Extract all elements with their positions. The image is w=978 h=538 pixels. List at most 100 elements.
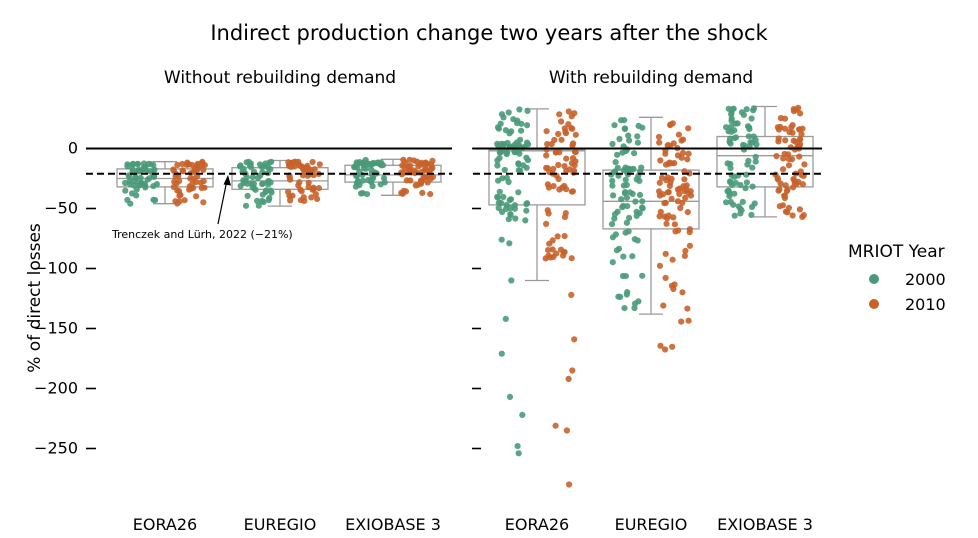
point-2000 (723, 199, 730, 206)
point-2000 (506, 240, 513, 247)
point-2010 (676, 190, 683, 198)
point-2000 (631, 236, 638, 243)
point-2000 (522, 217, 529, 224)
point-2000 (523, 139, 531, 146)
legend-marker-2010 (869, 299, 879, 309)
point-2000 (634, 139, 642, 146)
point-2000 (516, 106, 523, 113)
point-2000 (609, 182, 616, 189)
point-2010 (665, 160, 672, 167)
point-2000 (620, 253, 627, 260)
point-2010 (655, 133, 663, 140)
annotation-arrowhead (223, 175, 231, 186)
point-2010 (429, 157, 436, 164)
point-2010 (406, 156, 413, 163)
point-2000 (129, 161, 136, 168)
point-2000 (524, 122, 531, 129)
point-2010 (305, 179, 312, 186)
point-2010 (801, 161, 808, 168)
point-2000 (731, 190, 738, 197)
point-2000 (363, 191, 371, 198)
point-2010 (685, 190, 692, 197)
point-2000 (498, 199, 505, 207)
point-2010 (785, 156, 793, 163)
point-2000 (724, 160, 731, 167)
point-2010 (543, 152, 550, 159)
point-2010 (305, 165, 312, 172)
point-2000 (510, 144, 517, 151)
point-2010 (678, 154, 685, 161)
point-2010 (786, 128, 793, 136)
point-2000 (237, 162, 244, 169)
legend-label-2010: 2010 (905, 295, 946, 314)
point-2010 (681, 176, 688, 183)
point-2010 (428, 165, 435, 173)
point-2010 (545, 252, 552, 259)
point-2010 (675, 131, 683, 138)
point-2000 (727, 123, 735, 130)
point-2010 (799, 181, 807, 188)
point-2010 (680, 183, 687, 190)
point-2000 (265, 196, 272, 204)
point-2010 (556, 149, 563, 156)
panel-title-right: With rebuilding demand (549, 68, 753, 88)
point-2000 (608, 221, 616, 228)
panel-without-rebuilding: 0 −50 −100 −150 −200 −250 EORA26 EUREGIO EXIOBAS… (34, 139, 452, 534)
point-2010 (565, 108, 572, 115)
point-2010 (563, 167, 570, 174)
point-2000 (748, 115, 755, 122)
point-2010 (775, 187, 782, 194)
point-2010 (189, 180, 196, 188)
point-2010 (793, 180, 800, 188)
point-2000 (507, 211, 514, 218)
point-2000 (494, 162, 501, 169)
point-2000 (515, 161, 522, 168)
point-2000 (496, 155, 503, 162)
point-2000 (612, 231, 620, 238)
point-2000 (124, 196, 131, 204)
x-tick-label: EXIOBASE 3 (717, 515, 813, 534)
point-2010 (189, 162, 196, 169)
annotation: Trenczek and Lürh, 2022 (−21%) (111, 175, 293, 241)
point-2000 (259, 191, 266, 198)
point-2010 (174, 161, 181, 169)
point-2010 (677, 204, 684, 212)
point-2000 (128, 190, 136, 197)
point-2000 (633, 212, 640, 219)
point-2010 (669, 343, 676, 350)
point-2000 (746, 124, 753, 131)
point-2010 (782, 137, 789, 144)
point-2000 (150, 196, 157, 203)
point-2000 (517, 136, 524, 143)
point-2000 (353, 161, 360, 168)
point-2000 (146, 175, 153, 182)
point-2000 (246, 162, 253, 169)
point-2010 (797, 110, 804, 117)
point-2000 (136, 182, 143, 189)
point-2010 (562, 130, 570, 137)
point-2000 (731, 212, 738, 219)
point-2000 (512, 149, 519, 156)
point-2010 (561, 233, 568, 240)
point-2000 (727, 179, 734, 186)
box (231, 167, 329, 190)
box (488, 149, 586, 206)
point-2000 (745, 157, 752, 164)
point-2010 (187, 175, 194, 182)
point-2000 (631, 150, 638, 157)
point-2000 (614, 164, 621, 171)
point-2010 (686, 226, 694, 233)
point-2000 (249, 184, 256, 191)
point-2010 (311, 166, 318, 173)
point-2010 (429, 173, 436, 180)
point-2010 (550, 253, 557, 260)
chart-title: Indirect production change two years aft… (210, 21, 768, 45)
point-2000 (639, 198, 646, 205)
point-2010 (568, 255, 575, 262)
point-2000 (516, 142, 523, 149)
x-tick-label: EUREGIO (615, 515, 688, 534)
point-2000 (626, 189, 634, 196)
point-2000 (523, 207, 530, 214)
point-2000 (753, 141, 760, 148)
point-2010 (543, 128, 550, 135)
